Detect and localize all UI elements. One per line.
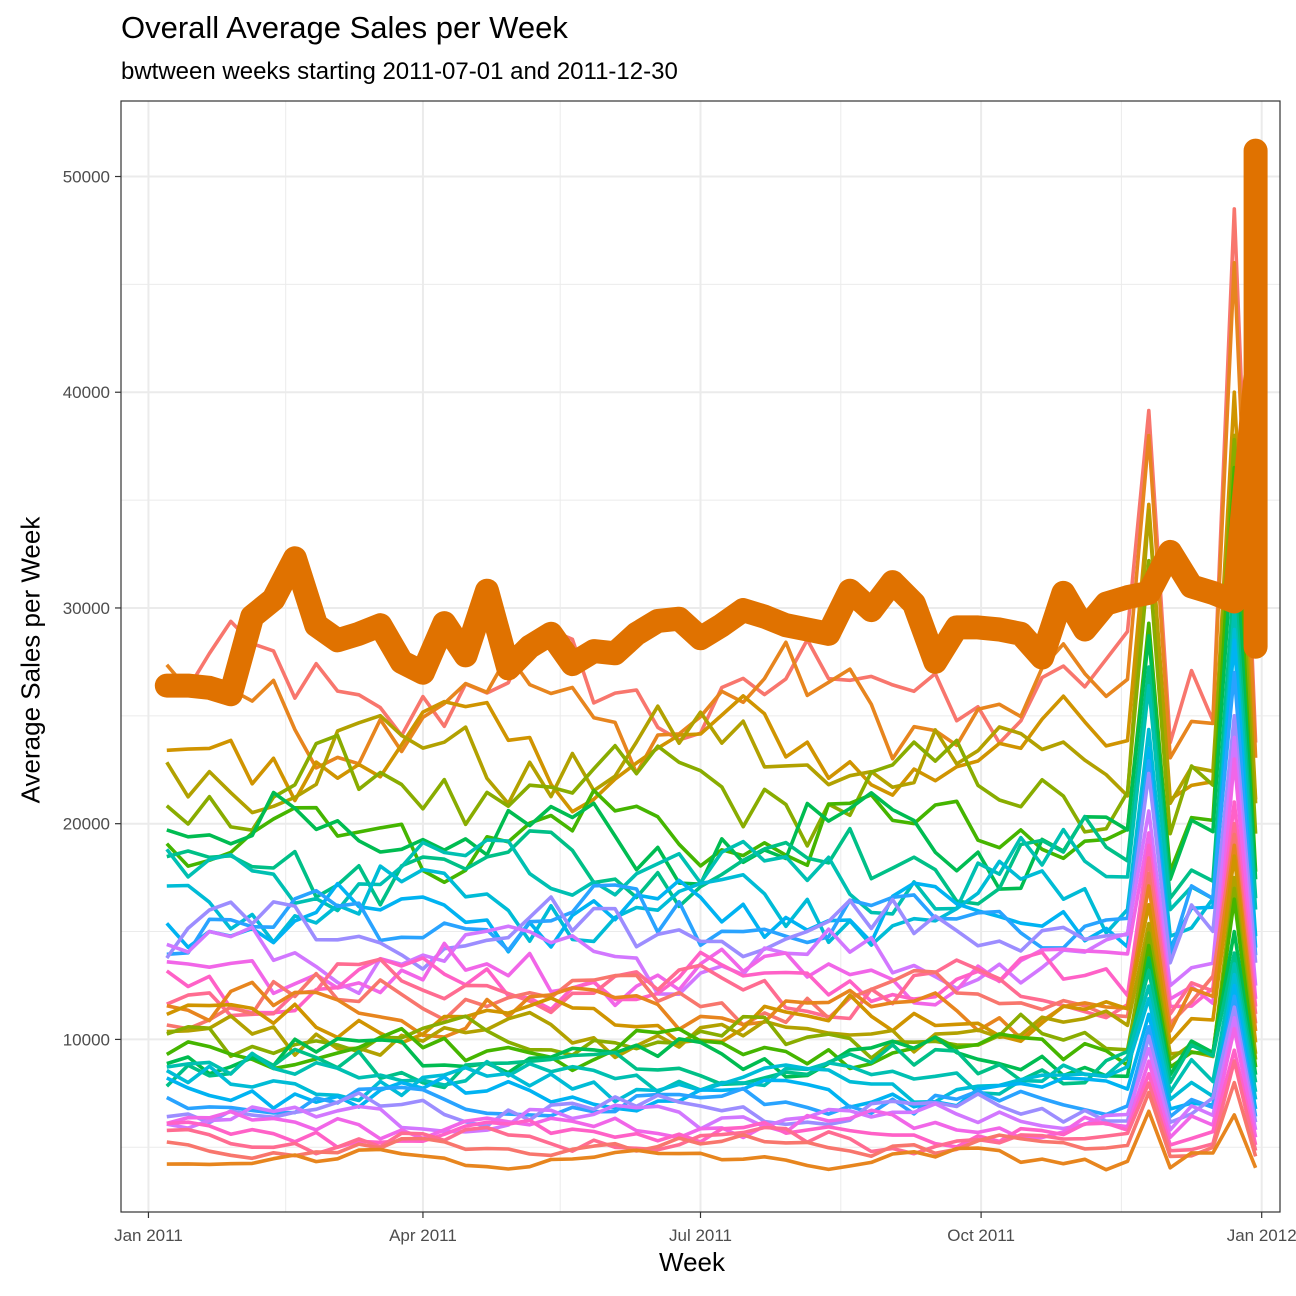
store-series-line	[166, 627, 1258, 947]
store-series-line	[165, 437, 1258, 848]
x-tick-label: Jul 2011	[669, 1226, 732, 1245]
series-lines	[165, 207, 1258, 1172]
store-series-line	[166, 1005, 1258, 1128]
overall-average-path	[154, 138, 1268, 707]
store-series-line	[166, 670, 1258, 957]
y-tick-label: 30000	[63, 599, 110, 618]
store-series-line	[165, 800, 1258, 1015]
store-series-line	[166, 1109, 1258, 1172]
store-series-line	[166, 843, 1258, 1041]
y-tick-label: 40000	[63, 383, 110, 402]
y-tick-label: 20000	[63, 815, 110, 834]
chart-title: Overall Average Sales per Week	[121, 10, 568, 45]
axes: Jan 2011 Apr 2011 Jul 2011 Oct 2011 Jan 2012…	[63, 168, 1296, 1245]
store-series-line	[165, 638, 1258, 954]
x-tick-label: Jan 2011	[114, 1226, 183, 1245]
y-tick-label: 50000	[63, 168, 110, 187]
store-series-line	[165, 897, 1258, 1073]
overall-average-line	[154, 138, 1268, 707]
store-series-line	[165, 951, 1258, 1090]
store-series-line	[166, 1059, 1258, 1156]
x-tick-label: Oct 2011	[947, 1226, 1015, 1245]
x-tick-label: Apr 2011	[389, 1226, 457, 1245]
chart-subtitle: bwtween weeks starting 2011-07-01 and 20…	[121, 58, 678, 85]
x-axis-label: Week	[659, 1247, 725, 1277]
store-series-line	[166, 983, 1258, 1113]
store-series-line	[165, 261, 1258, 775]
store-series-line	[166, 207, 1258, 745]
store-series-line	[166, 1026, 1258, 1141]
y-tick-label: 10000	[63, 1030, 110, 1049]
store-series-line	[166, 1080, 1258, 1161]
x-tick-label: Jan 2012	[1227, 1226, 1296, 1245]
store-series-line	[165, 714, 1258, 971]
store-series-line	[165, 433, 1258, 815]
